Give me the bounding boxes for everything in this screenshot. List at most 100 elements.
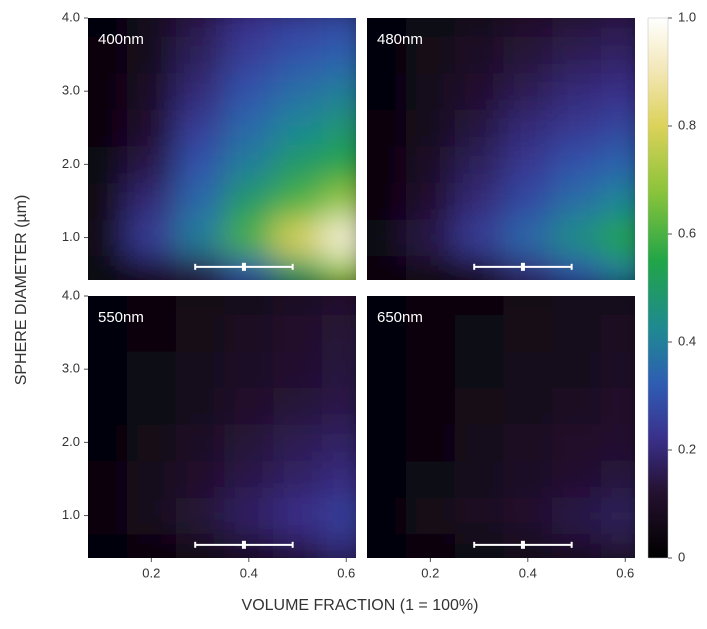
heatmap-cell bbox=[88, 533, 128, 558]
heatmap-cell bbox=[126, 350, 177, 388]
heatmap-cell bbox=[552, 350, 602, 388]
heatmap-cell bbox=[503, 18, 553, 37]
heatmap-cell bbox=[224, 72, 274, 110]
colorbar-tick-label: 0.4 bbox=[678, 333, 696, 348]
heatmap-cell bbox=[552, 314, 602, 352]
heatmap-cell bbox=[321, 255, 356, 280]
heatmap-cell bbox=[600, 18, 635, 37]
heatmap-cell bbox=[600, 497, 635, 535]
heatmap-cell bbox=[224, 387, 274, 425]
heatmap-cell bbox=[273, 533, 323, 558]
heatmap-cell bbox=[126, 146, 177, 184]
heatmap-cell bbox=[175, 255, 225, 280]
heatmap-cell bbox=[88, 109, 128, 147]
heatmap-cell bbox=[321, 314, 356, 352]
heatmap-cell bbox=[454, 387, 504, 425]
heatmap-cell bbox=[405, 350, 456, 388]
heatmap-cell bbox=[175, 109, 225, 147]
heatmap-cell bbox=[367, 36, 407, 74]
heatmap-cell bbox=[321, 18, 356, 37]
heatmap-cell bbox=[454, 296, 504, 315]
heatmap-cell bbox=[552, 18, 602, 37]
heatmap-cells bbox=[367, 18, 635, 280]
heatmap-cell bbox=[552, 219, 602, 257]
heatmap-cell bbox=[552, 72, 602, 110]
heatmap-cells bbox=[367, 296, 635, 558]
colorbar bbox=[647, 17, 669, 559]
heatmap-cell bbox=[405, 533, 456, 558]
error-bar-center bbox=[241, 262, 246, 271]
heatmap-cell bbox=[454, 314, 504, 352]
heatmap-panel bbox=[367, 18, 635, 280]
heatmap-cell bbox=[126, 182, 177, 220]
heatmap-cell bbox=[224, 533, 274, 558]
heatmap-cell bbox=[454, 36, 504, 74]
heatmap-cell bbox=[405, 72, 456, 110]
heatmap-cell bbox=[273, 109, 323, 147]
heatmap-cell bbox=[503, 460, 553, 498]
heatmap-cell bbox=[367, 350, 407, 388]
colorbar-tick-label: 0.6 bbox=[678, 225, 696, 240]
colorbar-tick-label: 0.2 bbox=[678, 441, 696, 456]
heatmap-cell bbox=[367, 255, 407, 280]
heatmap-cell bbox=[600, 109, 635, 147]
heatmap-cell bbox=[273, 146, 323, 184]
heatmap-cell bbox=[126, 72, 177, 110]
heatmap-cell bbox=[367, 109, 407, 147]
heatmap-cells bbox=[88, 18, 356, 280]
heatmap-cell bbox=[126, 255, 177, 280]
heatmap-cell bbox=[175, 424, 225, 462]
heatmap-cell bbox=[600, 255, 635, 280]
heatmap-cell bbox=[552, 296, 602, 315]
heatmap-cell bbox=[175, 72, 225, 110]
heatmap-cell bbox=[175, 219, 225, 257]
heatmap-cell bbox=[175, 314, 225, 352]
heatmap-cell bbox=[321, 387, 356, 425]
x-tick-label: 0.4 bbox=[240, 565, 258, 580]
y-axis-title: SPHERE DIAMETER (µm) bbox=[13, 195, 30, 386]
heatmap-cell bbox=[273, 36, 323, 74]
y-tick-label: 4.0 bbox=[62, 287, 80, 302]
heatmap-cell bbox=[224, 460, 274, 498]
panel-label: 400nm bbox=[98, 31, 144, 48]
heatmap-cell bbox=[126, 219, 177, 257]
heatmap-cell bbox=[88, 18, 128, 37]
heatmap-cell bbox=[88, 146, 128, 184]
heatmap-cell bbox=[454, 146, 504, 184]
panel-label: 550nm bbox=[98, 309, 144, 326]
heatmap-cell bbox=[126, 18, 177, 37]
heatmap-cell bbox=[88, 424, 128, 462]
y-tick-label: 3.0 bbox=[62, 83, 80, 98]
heatmap-cell bbox=[321, 296, 356, 315]
heatmap-cell bbox=[224, 350, 274, 388]
heatmap-cell bbox=[321, 182, 356, 220]
heatmap-cell bbox=[454, 424, 504, 462]
heatmap-cell bbox=[175, 182, 225, 220]
heatmap-cell bbox=[600, 533, 635, 558]
heatmap-cell bbox=[367, 460, 407, 498]
heatmap-cell bbox=[600, 296, 635, 315]
heatmap-cell bbox=[126, 296, 177, 315]
heatmap-cell bbox=[224, 424, 274, 462]
heatmap-cell bbox=[321, 36, 356, 74]
heatmap-cell bbox=[367, 18, 407, 37]
heatmap-cell bbox=[224, 314, 274, 352]
heatmap-cell bbox=[88, 255, 128, 280]
heatmap-cell bbox=[321, 350, 356, 388]
heatmap-cell bbox=[88, 72, 128, 110]
colorbar-tick-label: 0.8 bbox=[678, 117, 696, 132]
x-axis-title: VOLUME FRACTION (1 = 100%) bbox=[242, 597, 479, 614]
heatmap-cell bbox=[600, 72, 635, 110]
heatmap-cell bbox=[175, 146, 225, 184]
heatmap-cell bbox=[405, 460, 456, 498]
heatmap-cell bbox=[503, 109, 553, 147]
heatmap-cell bbox=[88, 350, 128, 388]
heatmap-cell bbox=[224, 36, 274, 74]
heatmap-cell bbox=[126, 533, 177, 558]
heatmap-cell bbox=[273, 219, 323, 257]
heatmap-cell bbox=[552, 146, 602, 184]
heatmap-cell bbox=[367, 424, 407, 462]
heatmap-cell bbox=[224, 255, 274, 280]
heatmap-cell bbox=[454, 18, 504, 37]
heatmap-cell bbox=[367, 219, 407, 257]
